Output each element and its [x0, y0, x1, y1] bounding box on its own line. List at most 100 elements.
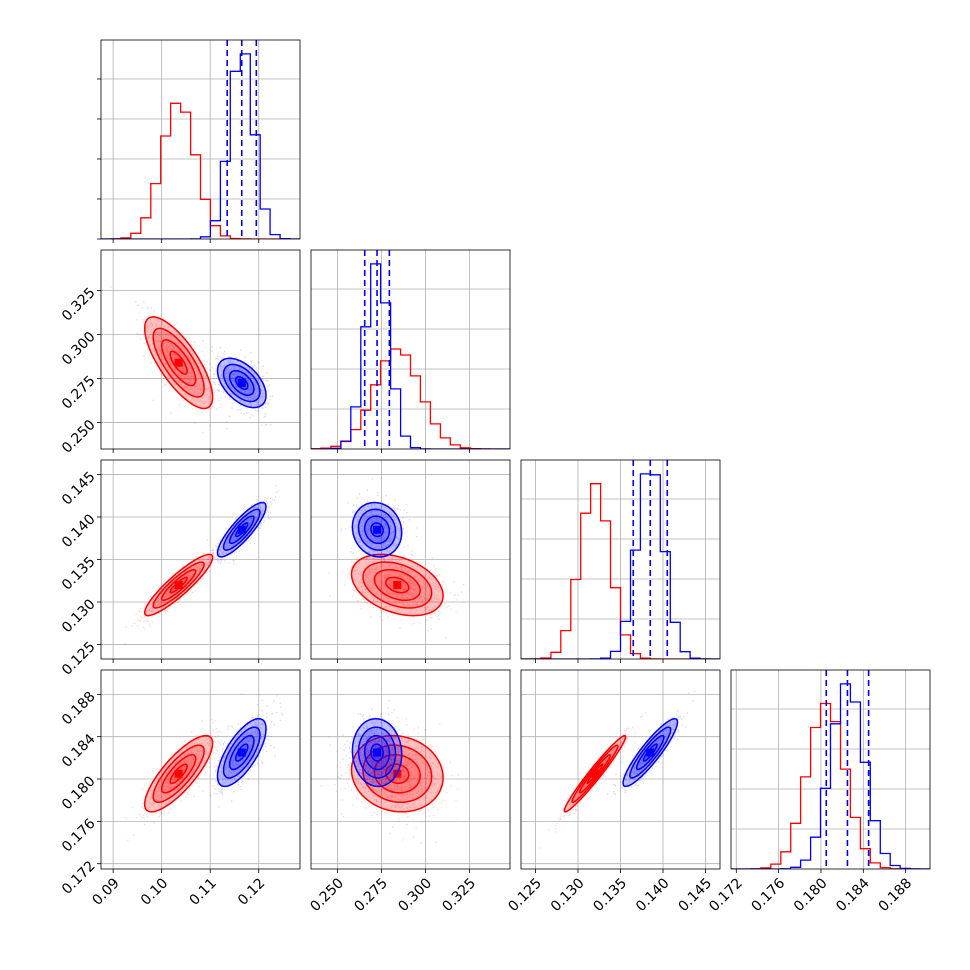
contour-line	[169, 576, 189, 594]
contour-line	[169, 763, 188, 785]
contour-line	[351, 717, 403, 788]
contour-line	[357, 508, 397, 551]
sample-points	[328, 539, 465, 639]
sample-points	[320, 715, 459, 844]
panel-frame-3-3	[730, 669, 931, 873]
scatter-panel-3-0-series-0	[124, 693, 242, 841]
peak-bin	[393, 581, 402, 590]
contour-line	[385, 763, 410, 785]
panel-frame-0-0	[97, 39, 301, 243]
contour-line	[143, 734, 214, 813]
scatter-panel-2-1-series-1	[340, 478, 418, 568]
contour-line	[169, 350, 188, 375]
contour-line	[350, 734, 444, 813]
peak-bin	[373, 525, 382, 534]
contour-line	[571, 744, 619, 804]
contour-line	[222, 508, 261, 551]
panel-border	[100, 249, 301, 450]
histogram-step	[731, 702, 930, 869]
contour-line	[216, 357, 267, 409]
contour-line	[622, 717, 679, 788]
panel-frame-3-0	[97, 669, 301, 873]
histogram-step	[521, 483, 720, 659]
panel-frame-3-2	[520, 669, 721, 873]
contour-line	[629, 726, 672, 779]
histogram-step	[101, 53, 300, 239]
panel-border	[310, 669, 511, 870]
contour-line	[160, 568, 197, 602]
scatter-panel-2-0-series-1	[207, 484, 280, 567]
sample-points	[110, 286, 232, 433]
peak-bin	[590, 769, 599, 778]
histogram-step	[311, 263, 510, 449]
contour-line	[228, 515, 255, 545]
peak-bin	[373, 748, 382, 757]
panel-grid-3-1	[311, 670, 510, 869]
histogram-3-series-0	[731, 702, 930, 869]
peak-bin	[174, 358, 183, 367]
histogram-2-series-1	[521, 460, 720, 659]
contour-line	[143, 553, 214, 617]
contour-line	[216, 501, 267, 558]
panels-layer	[97, 39, 931, 873]
contour-line	[143, 316, 214, 410]
contour-line	[362, 561, 433, 609]
panel-grid-1-0	[101, 250, 300, 449]
contour-line	[363, 734, 391, 771]
histogram-step	[521, 473, 720, 659]
contour-line	[152, 744, 205, 804]
contour-line	[216, 717, 267, 788]
scatter-panel-3-1-series-1	[337, 699, 417, 809]
panel-grid-2-1	[311, 460, 510, 659]
panel-frame-1-1	[310, 249, 511, 453]
contour-line	[228, 369, 255, 397]
contour-line	[351, 501, 403, 558]
panel-frame-1-0	[97, 249, 301, 453]
contour-line	[362, 744, 433, 804]
contour-line	[152, 561, 205, 609]
contour-line	[370, 743, 384, 762]
panel-frame-2-1	[310, 459, 511, 663]
contour-line	[370, 522, 384, 538]
panel-border	[100, 39, 301, 240]
histogram-0-series-1	[101, 40, 300, 239]
histogram-1-series-1	[311, 250, 510, 449]
contour-line	[160, 339, 197, 387]
panel-border	[730, 669, 931, 870]
contour-line	[160, 753, 197, 794]
peak-bin	[646, 748, 655, 757]
panel-grid-2-0	[101, 460, 300, 659]
scatter-panel-3-2-series-1	[607, 690, 696, 796]
scatter-panel-2-0-series-0	[124, 538, 235, 645]
contour-line	[363, 515, 391, 545]
sample-points	[124, 693, 242, 841]
scatter-panel-3-2-series-0	[539, 711, 647, 849]
contour-line	[385, 576, 410, 594]
contour-line	[373, 568, 421, 602]
panel-grid-3-2	[521, 670, 720, 869]
sample-points	[337, 699, 417, 809]
scatter-panel-3-0-series-1	[202, 695, 284, 808]
contour-line	[373, 753, 421, 794]
contour-line	[222, 726, 261, 779]
contour-line	[152, 327, 205, 398]
contour-line	[563, 734, 627, 813]
contour-line	[228, 734, 255, 771]
scatter-panel-1-0-series-1	[202, 340, 274, 426]
panel-frame-2-2	[520, 459, 721, 663]
panel-border	[310, 459, 511, 660]
peak-bin	[174, 581, 183, 590]
peak-bin	[237, 748, 246, 757]
contour-line	[222, 363, 261, 403]
peak-bin	[237, 378, 246, 387]
panel-grid-3-0	[101, 670, 300, 869]
scatter-panel-1-0-series-0	[110, 286, 232, 433]
panel-border	[310, 249, 511, 450]
contour-line	[578, 753, 612, 794]
contour-line	[350, 553, 444, 617]
contour-line	[357, 726, 397, 779]
scatter-panel-2-1-series-0	[328, 539, 465, 639]
peak-bin	[237, 525, 246, 534]
histogram-2-series-0	[521, 483, 720, 659]
